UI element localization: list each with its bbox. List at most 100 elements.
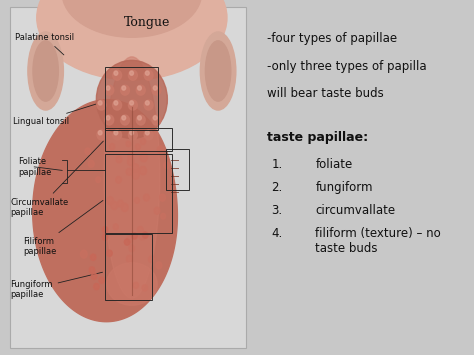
Text: foliate: foliate (315, 158, 353, 171)
Ellipse shape (120, 115, 129, 125)
Ellipse shape (91, 273, 97, 279)
Ellipse shape (205, 41, 231, 101)
Ellipse shape (128, 130, 137, 140)
Text: -only three types of papilla: -only three types of papilla (267, 60, 427, 73)
Text: Lingual tonsil: Lingual tonsil (13, 102, 102, 126)
Ellipse shape (114, 131, 118, 135)
Ellipse shape (146, 101, 149, 105)
Bar (105, 128, 173, 151)
Text: 1.: 1. (271, 158, 283, 171)
Ellipse shape (116, 156, 122, 163)
Ellipse shape (122, 116, 126, 120)
Ellipse shape (33, 41, 58, 101)
Ellipse shape (94, 283, 99, 290)
Ellipse shape (107, 250, 112, 257)
Ellipse shape (102, 226, 108, 233)
Ellipse shape (62, 0, 201, 37)
Ellipse shape (130, 71, 134, 75)
Ellipse shape (102, 234, 108, 240)
Ellipse shape (128, 158, 134, 166)
Text: Palatine tonsil: Palatine tonsil (15, 33, 74, 55)
Ellipse shape (148, 256, 154, 263)
Ellipse shape (146, 131, 149, 135)
Bar (105, 67, 158, 130)
Ellipse shape (116, 176, 121, 183)
Text: fungiform: fungiform (315, 181, 373, 194)
Ellipse shape (113, 100, 122, 110)
Ellipse shape (142, 285, 147, 291)
Ellipse shape (144, 130, 153, 140)
Ellipse shape (161, 213, 165, 219)
Ellipse shape (137, 86, 141, 90)
Ellipse shape (201, 32, 236, 110)
Ellipse shape (132, 164, 139, 171)
Text: filiform (texture) – no
taste buds: filiform (texture) – no taste buds (315, 227, 441, 255)
Ellipse shape (143, 232, 148, 238)
Ellipse shape (81, 250, 87, 258)
Ellipse shape (152, 85, 161, 95)
Text: 2.: 2. (271, 181, 283, 194)
Ellipse shape (85, 148, 91, 154)
Text: Filiform
papillae: Filiform papillae (23, 201, 103, 256)
Ellipse shape (104, 57, 160, 298)
Ellipse shape (120, 85, 129, 95)
Ellipse shape (127, 236, 133, 243)
Ellipse shape (144, 194, 149, 201)
Ellipse shape (88, 160, 94, 167)
Ellipse shape (107, 263, 157, 305)
Ellipse shape (98, 101, 102, 105)
Ellipse shape (154, 207, 160, 214)
Ellipse shape (153, 86, 157, 90)
Ellipse shape (111, 201, 118, 209)
Ellipse shape (113, 130, 122, 140)
Text: 3.: 3. (271, 204, 283, 217)
Ellipse shape (114, 101, 118, 105)
Text: Foliate
papillae: Foliate papillae (18, 157, 51, 176)
Ellipse shape (132, 233, 137, 239)
Ellipse shape (146, 71, 149, 75)
Ellipse shape (122, 86, 126, 90)
Text: 4.: 4. (271, 227, 283, 240)
Ellipse shape (139, 166, 146, 175)
Ellipse shape (126, 141, 131, 147)
Ellipse shape (98, 131, 102, 135)
Ellipse shape (91, 254, 96, 261)
Ellipse shape (137, 116, 141, 120)
Ellipse shape (106, 116, 110, 120)
Ellipse shape (140, 138, 146, 144)
Text: circumvallate: circumvallate (315, 204, 395, 217)
Ellipse shape (132, 170, 139, 179)
Ellipse shape (28, 32, 64, 110)
Ellipse shape (135, 198, 139, 203)
Ellipse shape (128, 70, 137, 80)
Ellipse shape (121, 203, 128, 212)
Ellipse shape (129, 245, 135, 252)
Ellipse shape (124, 239, 130, 245)
Ellipse shape (127, 255, 133, 263)
Ellipse shape (97, 130, 106, 140)
Ellipse shape (96, 60, 167, 138)
Text: Tongue: Tongue (124, 16, 170, 29)
Ellipse shape (159, 194, 165, 201)
Ellipse shape (144, 100, 153, 110)
Ellipse shape (99, 277, 104, 283)
Ellipse shape (96, 177, 100, 182)
Ellipse shape (137, 226, 143, 234)
Ellipse shape (156, 262, 162, 269)
Bar (166, 149, 189, 190)
Ellipse shape (89, 267, 95, 273)
Ellipse shape (136, 144, 140, 150)
Ellipse shape (152, 115, 161, 125)
Polygon shape (33, 100, 177, 322)
Ellipse shape (130, 101, 134, 105)
Ellipse shape (128, 100, 137, 110)
FancyBboxPatch shape (10, 7, 246, 348)
Ellipse shape (114, 71, 118, 75)
Ellipse shape (130, 131, 134, 135)
Ellipse shape (105, 85, 114, 95)
Ellipse shape (137, 85, 145, 95)
Ellipse shape (37, 0, 227, 80)
Ellipse shape (128, 153, 133, 159)
Ellipse shape (138, 231, 146, 240)
Text: Circumvallate
papillae: Circumvallate papillae (10, 141, 103, 217)
